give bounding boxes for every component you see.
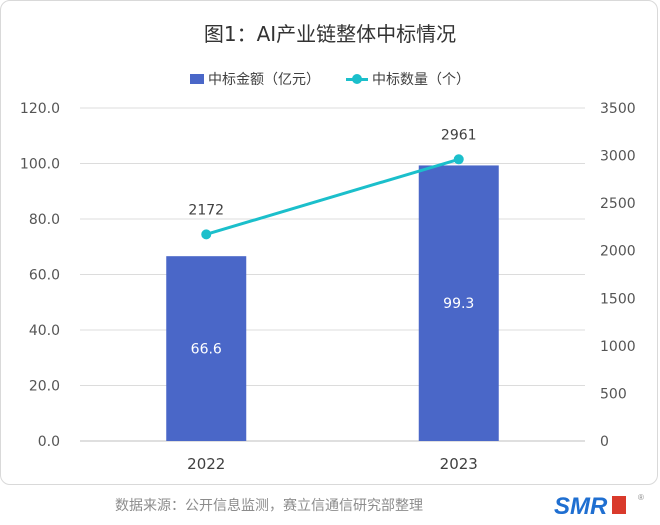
chart-legend: 中标金额（亿元） 中标数量（个） <box>0 68 660 90</box>
legend-item-bar: 中标金额（亿元） <box>190 69 320 89</box>
bar-data-label: 66.6 <box>191 342 222 358</box>
source-note: 数据来源：公开信息监测，赛立信通信研究部整理 <box>115 498 423 514</box>
left-axis-tick-label: 20.0 <box>29 379 60 395</box>
footer: 数据来源：公开信息监测，赛立信通信研究部整理 SMR ® <box>0 486 660 525</box>
right-axis-tick-label: 1500 <box>600 291 636 307</box>
legend-line-swatch <box>346 74 368 84</box>
combo-chart: 0.0 20.0 40.0 60.0 80.0 100.0 120.0 0 500 1000 150… <box>20 101 636 473</box>
chart-frame <box>0 0 658 485</box>
line-series <box>205 157 460 236</box>
legend-item-line: 中标数量（个） <box>346 69 470 89</box>
left-axis-tick-label: 80.0 <box>29 212 60 228</box>
category-label: 2023 <box>440 455 478 473</box>
right-axis-tick-label: 2500 <box>600 196 636 212</box>
svg-text:SMR: SMR <box>554 493 608 520</box>
right-axis-tick-label: 0 <box>600 434 609 450</box>
legend-bar-label: 中标金额（亿元） <box>208 72 320 88</box>
right-axis-tick-label: 1000 <box>600 339 636 355</box>
svg-text:®: ® <box>638 493 644 502</box>
bar-data-label: 99.3 <box>443 296 474 312</box>
line-point <box>201 229 212 240</box>
left-axis-tick-label: 60.0 <box>29 268 60 284</box>
left-axis-tick-label: 100.0 <box>20 157 60 173</box>
chart-title: 图1：AI产业链整体中标情况 <box>203 22 457 46</box>
smr-logo: SMR ® <box>554 493 644 520</box>
left-axis-tick-label: 0.0 <box>38 434 60 450</box>
right-axis-tick-label: 3500 <box>600 101 636 117</box>
bar <box>166 256 247 441</box>
right-axis-tick-label: 2000 <box>600 244 636 260</box>
line-data-label: 2172 <box>188 202 224 218</box>
bar <box>418 165 499 441</box>
right-axis-tick-label: 500 <box>600 386 627 402</box>
left-axis-tick-label: 40.0 <box>29 323 60 339</box>
category-label: 2022 <box>187 455 225 473</box>
line-point <box>453 154 464 165</box>
legend-line-label: 中标数量（个） <box>372 72 470 88</box>
legend-bar-swatch <box>190 74 204 84</box>
right-axis-tick-label: 3000 <box>600 149 636 165</box>
line-data-label: 2961 <box>441 127 477 143</box>
left-axis-tick-label: 120.0 <box>20 101 60 117</box>
